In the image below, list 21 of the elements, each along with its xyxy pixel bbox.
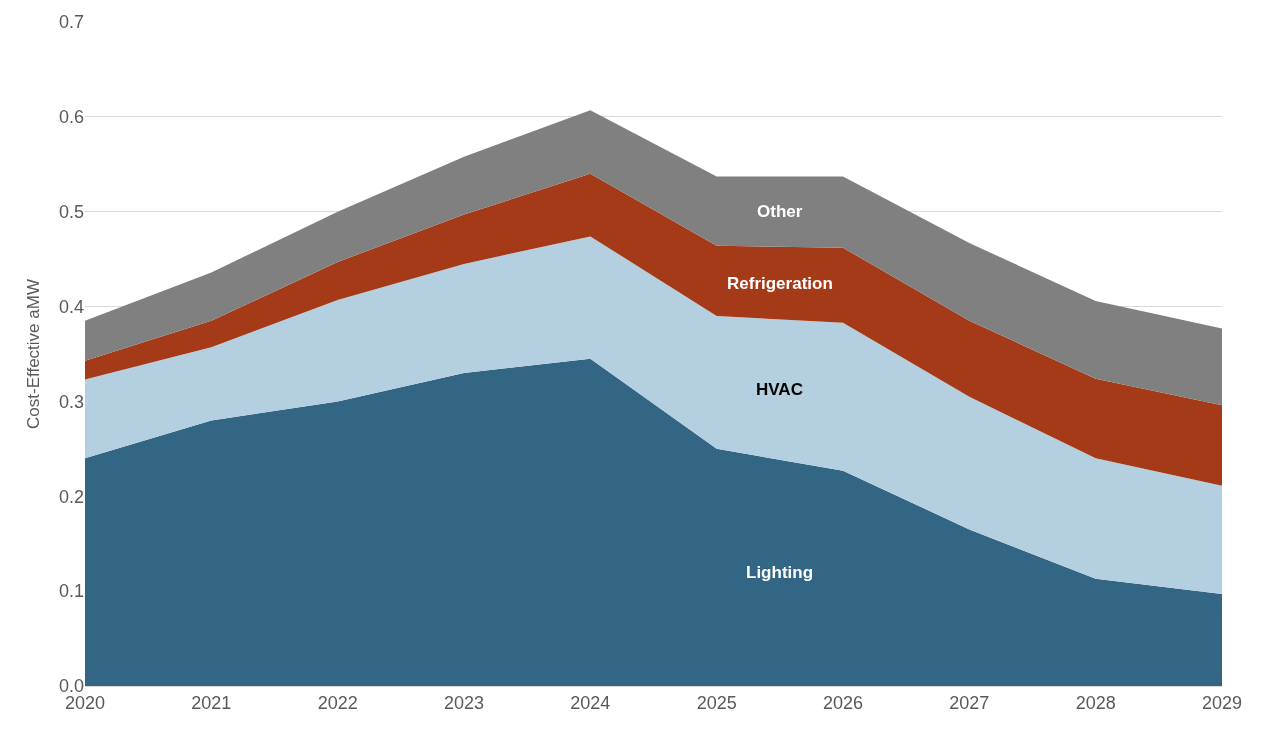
x-tick-label: 2024 [570, 692, 611, 713]
x-tick-label: 2022 [317, 692, 358, 713]
x-tick-label: 2029 [1201, 692, 1243, 713]
y-tick-label: 0.3 [58, 391, 84, 412]
y-tick-label: 0.2 [58, 486, 84, 507]
series-label: Refrigeration [727, 274, 833, 293]
x-tick-label: 2028 [1075, 692, 1116, 713]
y-tick-label: 0.7 [58, 12, 84, 33]
y-tick-label: 0.5 [58, 202, 84, 223]
y-tick-label: 0.6 [58, 107, 84, 128]
x-tick-label: 2021 [191, 692, 232, 713]
x-tick-label: 2027 [949, 692, 990, 713]
x-tick-label: 2023 [443, 692, 485, 713]
x-tick-label: 2025 [696, 692, 737, 713]
y-tick-label: 0.4 [58, 296, 84, 317]
y-axis-title: Cost-Effective aMW [23, 279, 43, 429]
series-label: Other [757, 202, 803, 221]
series-label: Lighting [746, 563, 814, 582]
y-tick-label: 0.1 [58, 581, 84, 602]
x-tick-label: 2026 [822, 692, 864, 713]
series-label: HVAC [756, 380, 803, 399]
